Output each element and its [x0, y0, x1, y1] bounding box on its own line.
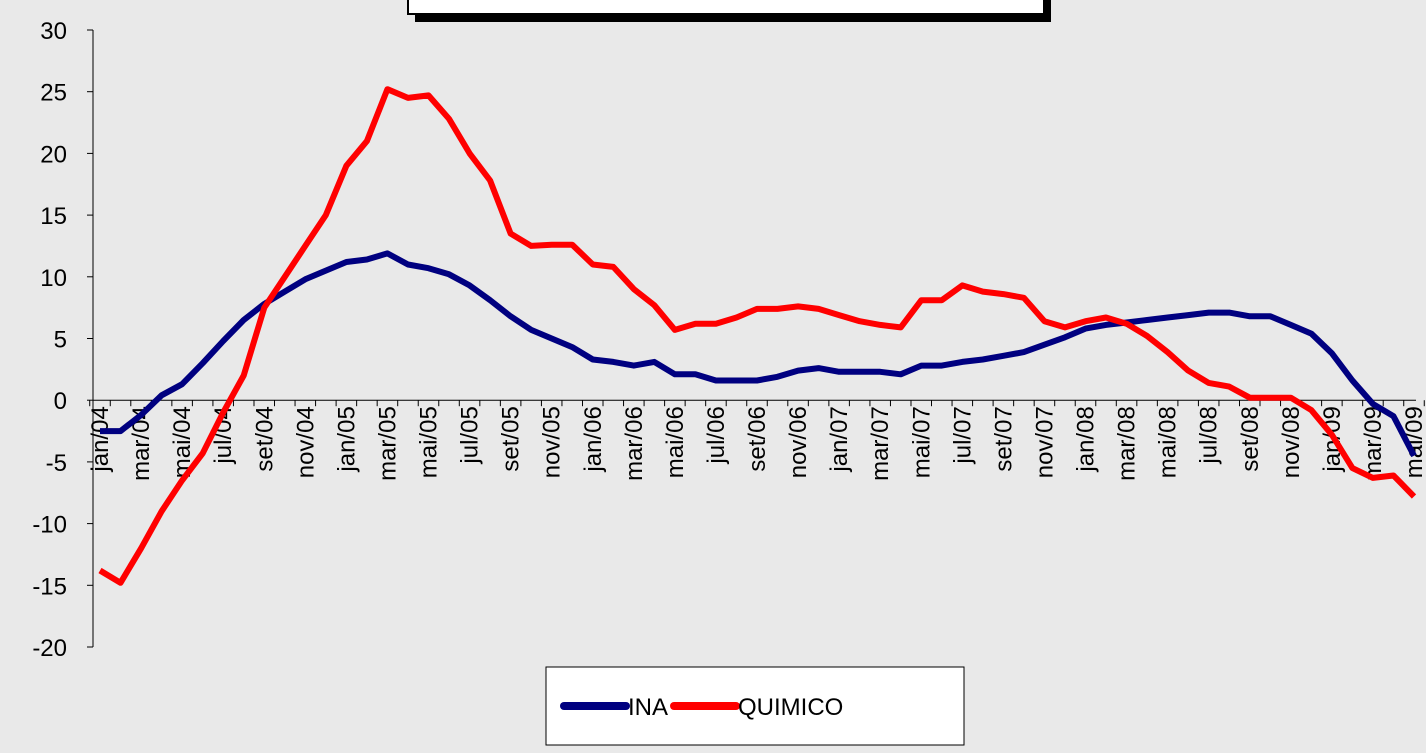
y-tick-label: 0 — [54, 388, 67, 415]
x-tick-label: mar/09 — [1360, 406, 1387, 481]
y-tick-label: -20 — [32, 635, 67, 662]
line-series — [100, 250, 1417, 458]
x-tick-label: jan/05 — [333, 406, 360, 472]
title-box — [407, 0, 1045, 15]
x-tick-label: nov/08 — [1278, 406, 1305, 478]
x-tick-label: mai/06 — [662, 406, 689, 478]
y-tick-label: -10 — [32, 512, 67, 539]
x-tick-label: nov/05 — [539, 406, 566, 478]
x-tick-label: mai/08 — [1155, 406, 1182, 478]
x-tick-label: jul/07 — [949, 406, 976, 464]
x-tick-label: set/06 — [744, 406, 771, 471]
x-tick-label: mar/08 — [1114, 406, 1141, 481]
y-tick-label: -15 — [32, 573, 67, 600]
x-tick-label: mar/05 — [374, 406, 401, 481]
legend: INA QUIMICO — [545, 666, 965, 746]
x-tick-label: mai/07 — [908, 406, 935, 478]
x-tick-label: jul/05 — [457, 406, 484, 464]
line-series — [98, 86, 1417, 586]
x-tick-label: jan/07 — [826, 406, 853, 472]
x-tick-label: mar/06 — [621, 406, 648, 481]
x-tick-label: set/08 — [1237, 406, 1264, 471]
x-tick-label: jan/06 — [580, 406, 607, 472]
y-tick-label: 30 — [40, 18, 67, 45]
legend-label: INA — [628, 694, 668, 721]
x-tick-label: set/04 — [251, 406, 278, 471]
x-tick-label: jan/04 — [87, 406, 114, 472]
x-tick-label: mai/05 — [416, 406, 443, 478]
x-tick-label: jul/08 — [1196, 406, 1223, 464]
y-tick-label: 15 — [40, 203, 67, 230]
y-tick-label: 5 — [54, 327, 67, 354]
y-tick-label: 20 — [40, 141, 67, 168]
x-tick-label: jan/08 — [1073, 406, 1100, 472]
x-tick-label: set/07 — [990, 406, 1017, 471]
x-tick-label: jul/06 — [703, 406, 730, 464]
y-tick-label: 25 — [40, 80, 67, 107]
x-tick-label: nov/06 — [785, 406, 812, 478]
legend-label: QUIMICO — [738, 694, 843, 721]
y-tick-label: 10 — [40, 265, 67, 292]
x-tick-label: nov/04 — [292, 406, 319, 478]
x-tick-label: nov/07 — [1031, 406, 1058, 478]
x-tick-label: set/05 — [498, 406, 525, 471]
y-tick-label: -5 — [46, 450, 67, 477]
x-tick-label: mar/07 — [867, 406, 894, 481]
